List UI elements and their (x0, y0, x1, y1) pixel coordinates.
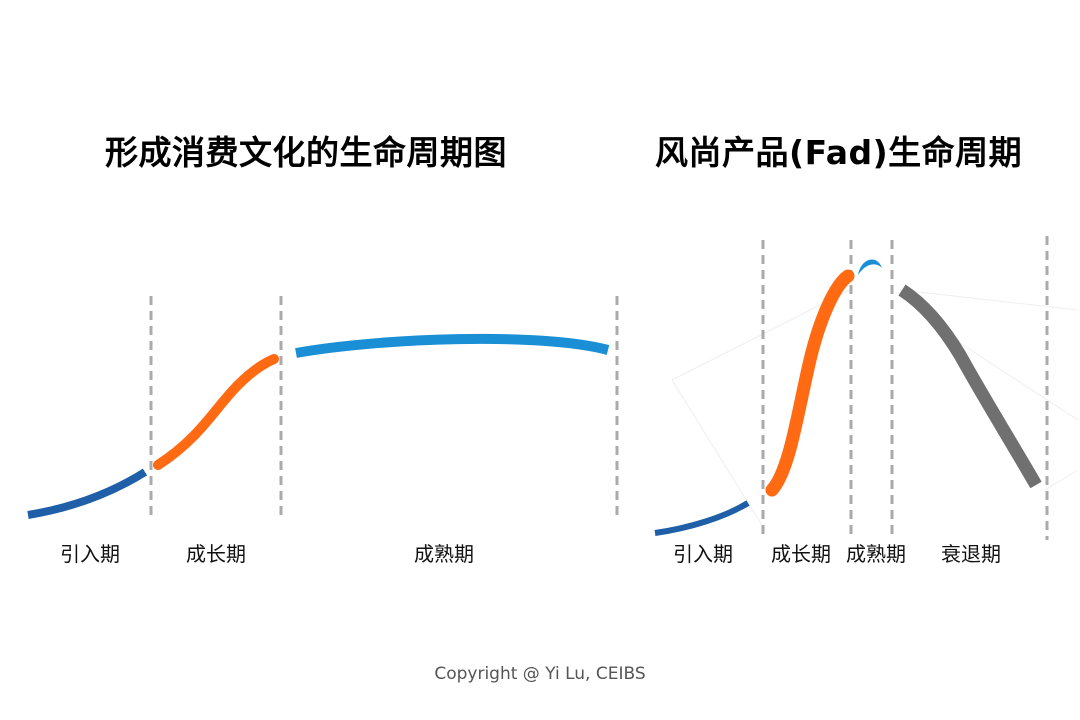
right-stage-growth-label: 成长期 (771, 542, 831, 566)
right-diagram-title: 风尚产品(Fad)生命周期 (655, 133, 1023, 172)
right-stage-introduction-label: 引入期 (673, 542, 733, 566)
left-stage-maturity-label: 成熟期 (414, 542, 474, 566)
right-introduction-curve (654, 500, 750, 536)
left-introduction-curve (27, 468, 148, 519)
left-maturity-curve (295, 333, 610, 358)
right-maturity-peak (858, 259, 882, 275)
right-growth-curve (765, 269, 855, 497)
copyright-notice: Copyright @ Yi Lu, CEIBS (434, 664, 646, 684)
right-faint-guides (671, 289, 1079, 531)
left-diagram-title: 形成消费文化的生命周期图 (105, 133, 507, 172)
left-stage-introduction-label: 引入期 (60, 542, 120, 566)
left-growth-curve (153, 354, 279, 470)
right-decline-curve (898, 284, 1042, 489)
right-stage-maturity-label: 成熟期 (846, 542, 906, 566)
left-stage-growth-label: 成长期 (186, 542, 246, 566)
right-stage-decline-label: 衰退期 (941, 542, 1001, 566)
